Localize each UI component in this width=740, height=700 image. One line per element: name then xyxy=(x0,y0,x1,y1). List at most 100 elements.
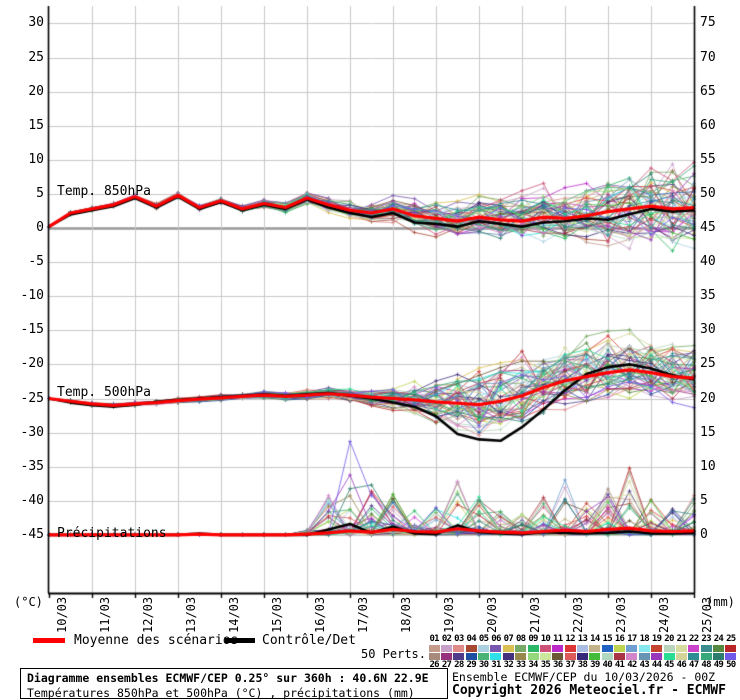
pert-number: 05 xyxy=(478,634,489,644)
pert-number: 50 xyxy=(726,660,736,670)
pert-number: 36 xyxy=(553,660,563,670)
pert-number: 09 xyxy=(528,634,538,644)
pert-color-cell xyxy=(601,645,613,652)
left-tick-label: 20 xyxy=(28,83,44,99)
pert-color-cell xyxy=(539,653,551,660)
pert-number: 20 xyxy=(664,634,674,644)
pert-color-cell xyxy=(638,653,650,660)
perturbation-colors-row-2 xyxy=(428,653,738,660)
pert-color-cell xyxy=(440,653,453,660)
right-tick-label: 30 xyxy=(700,322,716,338)
pert-number: 18 xyxy=(639,634,650,644)
date-tick-label: 10/03 xyxy=(55,596,69,633)
date-tick-label: 14/03 xyxy=(227,596,241,633)
pert-number: 33 xyxy=(515,660,526,670)
pert-color-cell xyxy=(725,645,737,652)
pert-color-cell xyxy=(712,653,724,660)
date-tick-label: 22/03 xyxy=(571,596,585,633)
series-label-precip: Précipitations xyxy=(57,526,167,541)
left-axis-unit: (°C) xyxy=(14,595,43,609)
date-tick-label: 17/03 xyxy=(356,596,370,633)
pert-color-cell xyxy=(539,645,551,652)
pert-number: 34 xyxy=(528,660,538,670)
pert-number: 47 xyxy=(689,660,699,670)
pert-number: 11 xyxy=(553,634,563,644)
pert-color-cell xyxy=(626,645,638,652)
pert-number: 13 xyxy=(577,634,588,644)
pert-number: 21 xyxy=(676,634,687,644)
pert-color-cell xyxy=(613,645,626,652)
pert-color-cell xyxy=(700,653,712,660)
left-tick-label: 30 xyxy=(28,15,44,31)
left-tick-label: -15 xyxy=(20,322,44,338)
pert-number: 19 xyxy=(651,634,662,644)
right-tick-label: 10 xyxy=(700,458,716,474)
pert-number: 04 xyxy=(466,634,477,644)
pert-number: 31 xyxy=(491,660,501,670)
date-tick-label: 15/03 xyxy=(270,596,284,633)
left-tick-label: -10 xyxy=(20,288,44,304)
date-tick-label: 20/03 xyxy=(485,596,499,633)
pert-number: 35 xyxy=(540,660,551,670)
pert-color-cell xyxy=(725,653,737,660)
pert-color-cell xyxy=(601,653,613,660)
left-tick-label: 0 xyxy=(36,220,44,235)
left-tick-label: 10 xyxy=(28,151,44,167)
mean-line-swatch xyxy=(33,638,65,643)
date-tick-label: 11/03 xyxy=(98,596,112,633)
pert-number: 01 xyxy=(429,634,439,644)
series-label-850hpa: Temp. 850hPa xyxy=(57,184,151,199)
right-tick-label: 50 xyxy=(700,185,716,201)
pert-color-cell xyxy=(515,645,527,652)
left-tick-label: 25 xyxy=(28,49,44,65)
pert-color-cell xyxy=(613,653,626,660)
pert-color-cell xyxy=(564,645,576,652)
pert-color-cell xyxy=(477,653,490,660)
pert-color-cell xyxy=(527,653,539,660)
right-tick-label: 55 xyxy=(700,151,716,167)
pert-number: 10 xyxy=(540,634,551,644)
right-tick-label: 60 xyxy=(700,117,716,133)
perturbation-colors-row-1 xyxy=(428,645,738,652)
pert-number: 46 xyxy=(676,660,687,670)
pert-color-cell xyxy=(515,653,527,660)
left-tick-label: -45 xyxy=(20,526,44,542)
perturbation-numbers-row-2: 26 27 28 29 30 31 32 33 34 35 36 37 38 39 40 41 42 43 44 45… xyxy=(428,661,738,670)
left-tick-label: -5 xyxy=(28,254,44,270)
perts-count-label: 50 Perts. xyxy=(360,647,426,661)
pert-color-cell xyxy=(576,653,588,660)
pert-color-cell xyxy=(465,653,477,660)
pert-number: 30 xyxy=(478,660,489,670)
right-tick-label: 25 xyxy=(700,356,716,372)
pert-number: 43 xyxy=(639,660,650,670)
pert-color-cell xyxy=(700,645,712,652)
pert-color-cell xyxy=(490,645,502,652)
right-tick-label: 70 xyxy=(700,49,716,65)
right-tick-label: 20 xyxy=(700,390,716,406)
pert-color-cell xyxy=(453,645,465,652)
date-tick-label: 23/03 xyxy=(614,596,628,633)
perturbation-numbers-row-1: 01 02 03 04 05 06 07 08 09 10 11 12 13 14 15 16 17 18 19 20… xyxy=(428,635,738,644)
pert-number: 24 xyxy=(713,634,724,644)
pert-number: 15 xyxy=(602,634,612,644)
pert-color-cell xyxy=(453,653,465,660)
pert-number: 38 xyxy=(577,660,588,670)
control-line-swatch xyxy=(225,638,255,643)
pert-number: 06 xyxy=(491,634,501,644)
right-tick-label: 45 xyxy=(700,220,716,235)
left-tick-label: 15 xyxy=(28,117,44,133)
footer-subtitle-line: Températures 850hPa et 500hPa (°C) , pré… xyxy=(27,686,415,700)
pert-color-cell xyxy=(688,645,700,652)
pert-number: 22 xyxy=(689,634,699,644)
date-tick-label: 13/03 xyxy=(184,596,198,633)
control-legend-label: Contrôle/Det xyxy=(262,633,356,648)
right-tick-label: 65 xyxy=(700,83,716,99)
footer-title-line: Diagramme ensembles ECMWF/CEP 0.25° sur … xyxy=(27,671,429,685)
pert-color-cell xyxy=(527,645,539,652)
pert-color-cell xyxy=(552,645,564,652)
pert-color-cell xyxy=(663,645,675,652)
date-tick-label: 24/03 xyxy=(657,596,671,633)
date-tick-label: 16/03 xyxy=(313,596,327,633)
pert-number: 26 xyxy=(429,660,439,670)
